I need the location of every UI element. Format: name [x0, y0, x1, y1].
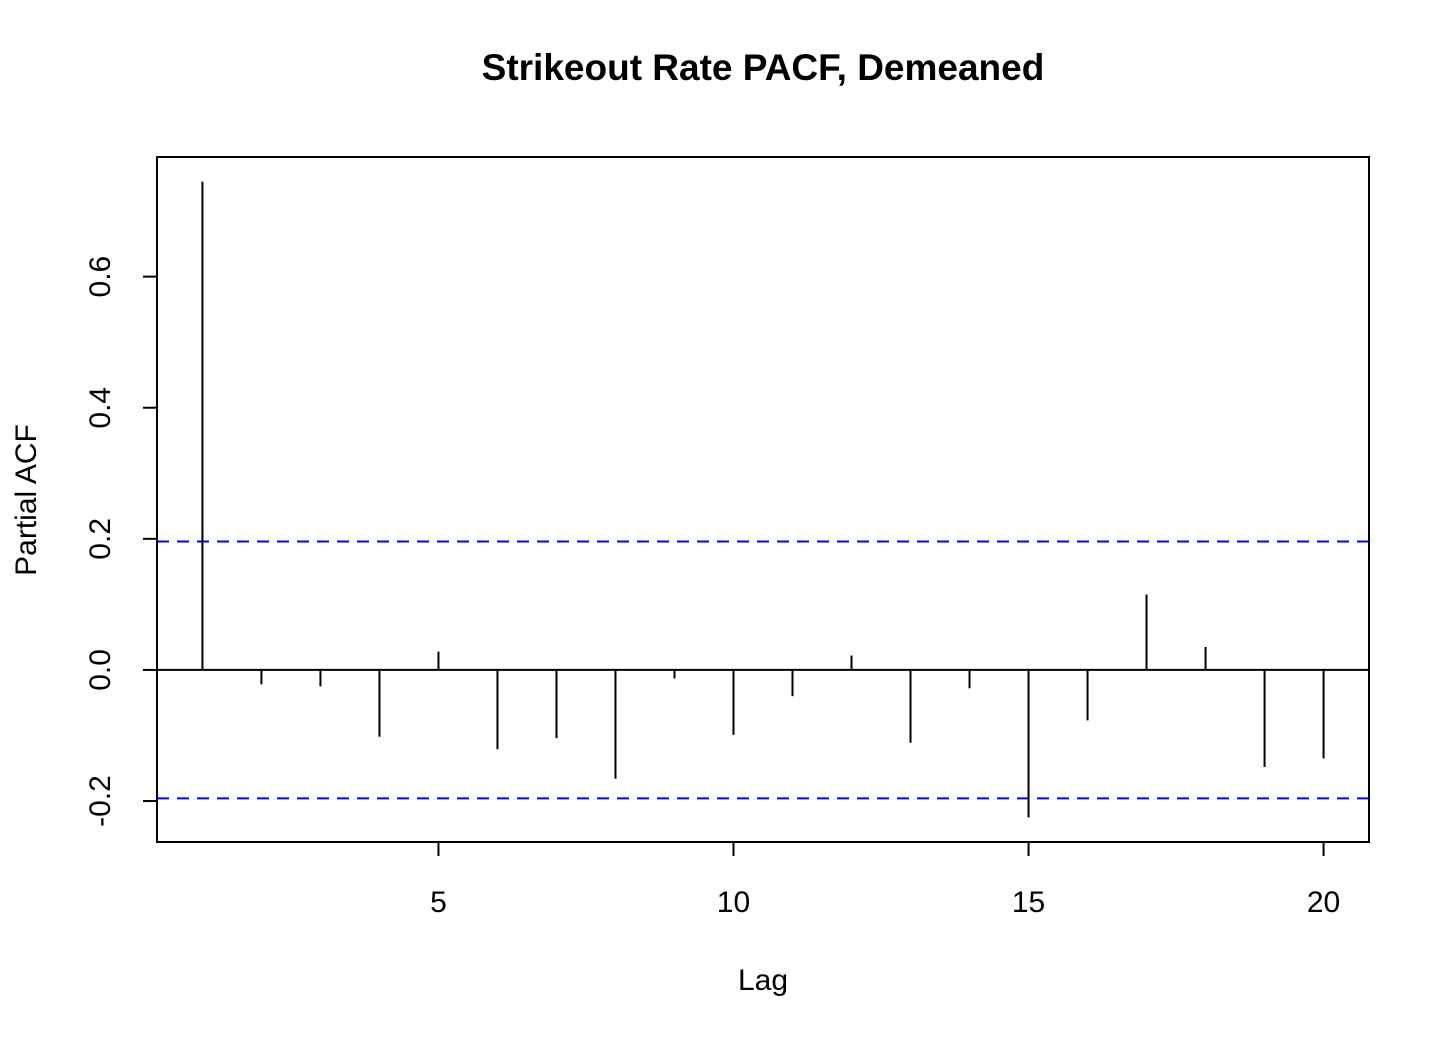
y-tick-label-1: 0.0	[84, 649, 117, 691]
x-tick-label-10: 10	[717, 886, 750, 919]
x-tick-label-20: 20	[1307, 886, 1340, 919]
x-tick-label-5: 5	[430, 886, 447, 919]
pacf-bars	[201, 181, 1325, 818]
x-tick-label-15: 15	[1012, 886, 1045, 919]
plot-frame	[156, 156, 1370, 843]
y-tick-label-4: 0.6	[84, 256, 117, 298]
y-tick-label-3: 0.4	[84, 387, 117, 429]
y-axis-label: Partial ACF	[10, 424, 43, 576]
x-axis-label: Lag	[738, 964, 788, 997]
y-tick-label-0: -0.2	[84, 775, 117, 827]
x-axis: 5 10 15 20	[430, 842, 1340, 919]
y-tick-label-2: 0.2	[84, 518, 117, 560]
y-axis: -0.2 0.0 0.2 0.4 0.6	[84, 256, 157, 827]
confidence-lines	[157, 540, 1369, 800]
chart-title: Strikeout Rate PACF, Demeaned	[482, 47, 1045, 88]
